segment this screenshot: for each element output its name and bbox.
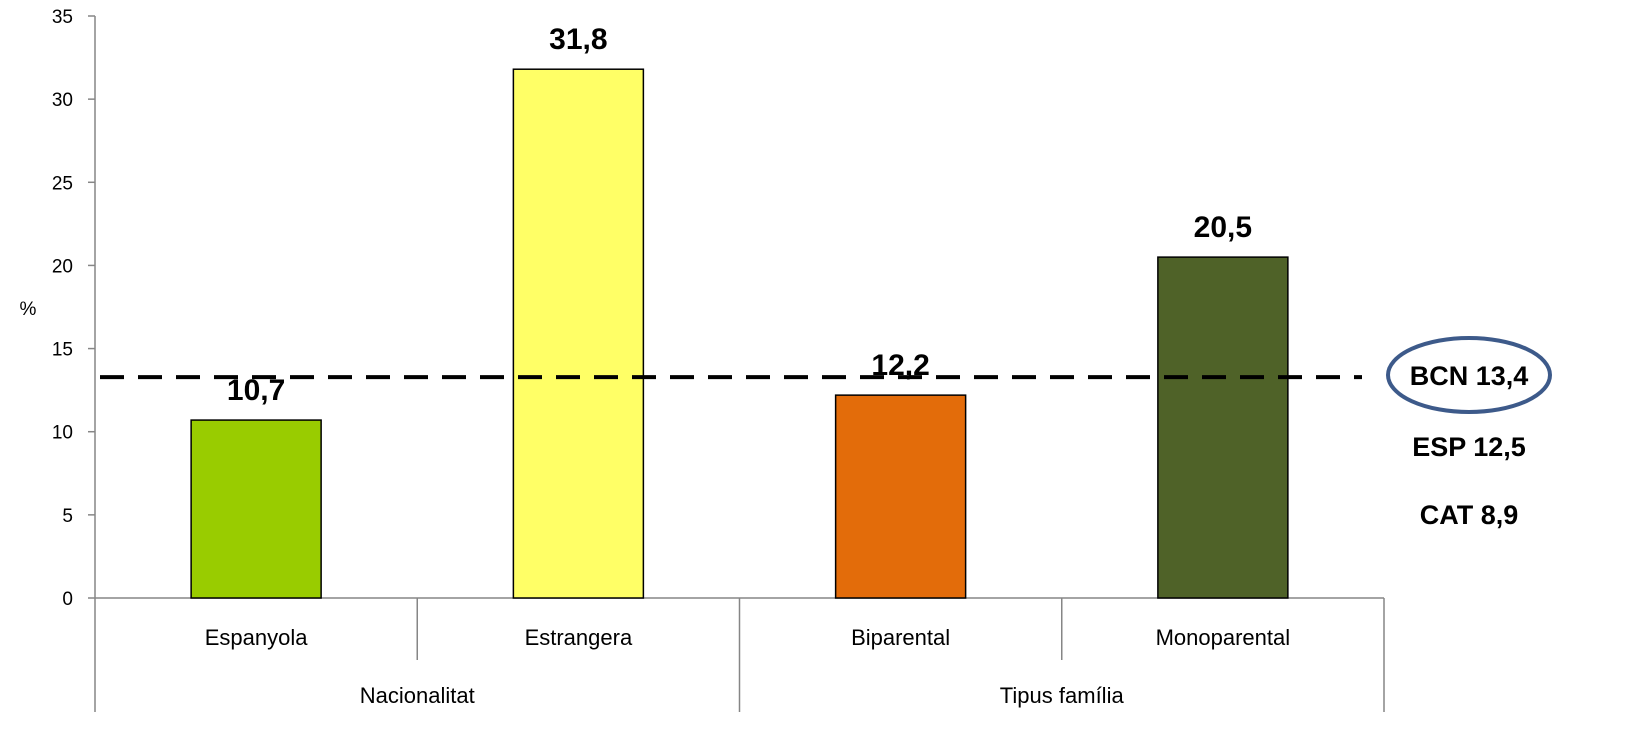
data-label: 10,7 — [227, 374, 285, 407]
bar — [190, 419, 322, 599]
y-tick-label: 0 — [62, 589, 73, 610]
reference-label: CAT 8,9 — [1420, 500, 1519, 530]
axes-layer: 0 5 10 15 20 25 30 35 Espanyola Estrangera Biparen… — [52, 7, 1385, 712]
bars-layer: 10,731,812,220,5 — [190, 23, 1289, 599]
reference-label-highlighted: BCN 13,4 — [1410, 361, 1529, 391]
group-label: Nacionalitat — [360, 683, 475, 708]
bar — [1157, 256, 1289, 599]
group-label: Tipus família — [1000, 683, 1125, 708]
data-label: 31,8 — [549, 23, 607, 56]
category-label: Estrangera — [525, 625, 633, 650]
bar — [834, 394, 967, 599]
highlight-ellipse — [1386, 336, 1552, 414]
category-label: Biparental — [851, 625, 950, 650]
y-tick-label: 30 — [52, 90, 73, 111]
y-tick-label: 35 — [52, 7, 73, 28]
data-label: 20,5 — [1194, 211, 1252, 244]
y-axis-label: % — [20, 299, 37, 320]
category-label: Monoparental — [1156, 625, 1291, 650]
reference-label: ESP 12,5 — [1412, 432, 1526, 462]
bar — [512, 68, 645, 599]
y-tick-label: 10 — [52, 423, 73, 444]
reference-layer: BCN 13,4 ESP 12,5 CAT 8,9 — [100, 336, 1552, 530]
y-tick-label: 5 — [62, 506, 73, 527]
y-tick-label: 20 — [52, 256, 73, 277]
y-tick-label: 25 — [52, 173, 73, 194]
category-label: Espanyola — [205, 625, 309, 650]
y-tick-label: 15 — [52, 340, 73, 361]
